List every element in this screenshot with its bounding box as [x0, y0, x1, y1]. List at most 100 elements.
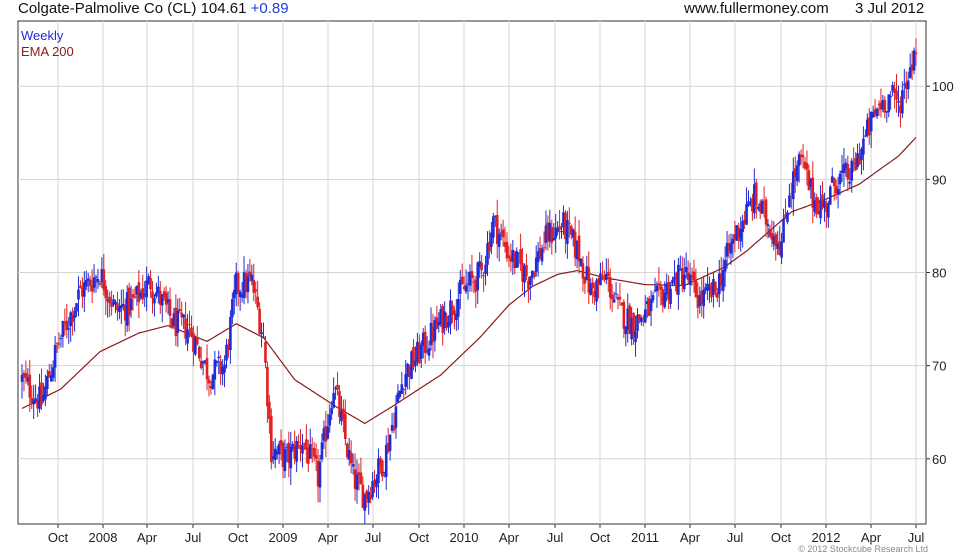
- candle-body: [589, 283, 593, 295]
- x-tick-label: Jul: [908, 530, 925, 545]
- candle-body: [819, 199, 822, 219]
- candle-body: [96, 278, 100, 283]
- candle-body: [324, 426, 328, 442]
- candle-body: [234, 272, 238, 295]
- candle: [233, 274, 236, 315]
- candle-body: [100, 269, 104, 283]
- candle: [421, 327, 425, 359]
- candle-body: [605, 273, 608, 280]
- candle: [830, 167, 834, 183]
- candle-body: [34, 398, 37, 401]
- candle: [262, 322, 265, 339]
- candle: [632, 312, 635, 345]
- candle: [168, 287, 172, 328]
- candle: [739, 216, 743, 252]
- candle-body: [558, 226, 561, 230]
- candle: [201, 360, 205, 376]
- y-tick-label: 60: [932, 452, 946, 467]
- candle: [517, 252, 520, 268]
- candle-body: [632, 312, 635, 337]
- candle: [139, 289, 143, 300]
- candle: [149, 269, 152, 298]
- candle: [275, 446, 279, 460]
- candle-body: [503, 242, 507, 247]
- candle: [258, 302, 261, 336]
- candle-body: [867, 117, 871, 136]
- candle: [538, 236, 542, 260]
- candle-body: [207, 379, 211, 384]
- candle: [877, 100, 881, 116]
- candle: [478, 252, 482, 278]
- axes: 60 70 80 90 100 Oct 2008 Apr Jul Oct 2009 Apr Jul Oct…: [48, 79, 954, 545]
- candle-body: [437, 321, 441, 326]
- candle-body: [509, 257, 513, 262]
- candle: [472, 275, 476, 294]
- candle: [388, 434, 392, 461]
- candle: [536, 242, 540, 277]
- candle: [725, 231, 729, 269]
- candle-body: [203, 360, 207, 363]
- candle-body: [32, 400, 35, 405]
- candle-body: [347, 450, 351, 460]
- candle: [696, 282, 700, 319]
- candle: [59, 334, 63, 348]
- candle-body: [26, 377, 30, 382]
- candle: [784, 198, 787, 220]
- candle-body: [708, 287, 711, 290]
- candle-body: [749, 201, 752, 203]
- candle-body: [355, 474, 359, 490]
- candle-body: [640, 317, 643, 323]
- candle: [303, 442, 306, 451]
- candle: [137, 270, 141, 319]
- candle: [40, 368, 43, 410]
- candle-body: [778, 241, 781, 256]
- candle-body: [384, 445, 388, 477]
- candle: [219, 355, 222, 385]
- y-tick-label: 70: [932, 359, 946, 374]
- candle: [174, 294, 178, 347]
- candle: [445, 312, 448, 331]
- candle: [419, 340, 423, 369]
- candle-body: [877, 104, 881, 106]
- candle-body: [585, 266, 589, 281]
- candle-body: [256, 296, 259, 308]
- candle: [630, 306, 633, 346]
- candle: [260, 322, 263, 348]
- candle-body: [172, 313, 176, 327]
- candle: [83, 271, 86, 313]
- candle-body: [733, 234, 737, 239]
- candle: [131, 289, 135, 311]
- candle: [371, 472, 374, 500]
- candle-body: [108, 296, 111, 304]
- candle: [768, 224, 772, 238]
- candle: [143, 281, 147, 308]
- candle: [589, 278, 593, 296]
- candle-body: [233, 290, 236, 299]
- candle-body: [371, 481, 374, 497]
- candle: [26, 368, 30, 386]
- candle-body: [717, 273, 721, 295]
- candle: [135, 285, 139, 306]
- candle-body: [486, 243, 489, 265]
- candle: [295, 436, 298, 473]
- candle: [365, 488, 369, 508]
- candle: [129, 285, 133, 318]
- candle-body: [221, 367, 224, 375]
- candle: [848, 168, 852, 189]
- candle: [575, 240, 579, 268]
- candle-body: [791, 171, 795, 200]
- candle: [192, 325, 195, 367]
- candle: [645, 297, 649, 318]
- candle: [838, 170, 842, 196]
- candle: [110, 290, 113, 316]
- candle: [297, 434, 300, 449]
- candle-body: [164, 292, 168, 305]
- candle: [788, 183, 791, 208]
- candle-body: [270, 415, 273, 463]
- candle-body: [106, 299, 109, 302]
- candle-body: [725, 242, 729, 257]
- candle-body: [219, 361, 222, 374]
- candle-body: [780, 242, 783, 258]
- candle: [244, 269, 248, 299]
- candle-body: [186, 329, 189, 344]
